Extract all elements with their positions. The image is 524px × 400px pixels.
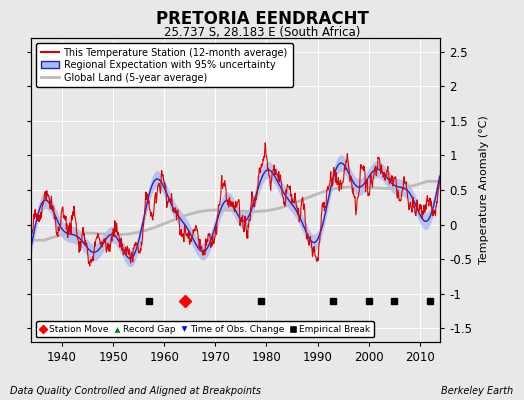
Text: 25.737 S, 28.183 E (South Africa): 25.737 S, 28.183 E (South Africa) bbox=[164, 26, 360, 39]
Text: Data Quality Controlled and Aligned at Breakpoints: Data Quality Controlled and Aligned at B… bbox=[10, 386, 261, 396]
Text: PRETORIA EENDRACHT: PRETORIA EENDRACHT bbox=[156, 10, 368, 28]
Y-axis label: Temperature Anomaly (°C): Temperature Anomaly (°C) bbox=[479, 116, 489, 264]
Legend: Station Move, Record Gap, Time of Obs. Change, Empirical Break: Station Move, Record Gap, Time of Obs. C… bbox=[36, 321, 374, 338]
Text: Berkeley Earth: Berkeley Earth bbox=[441, 386, 514, 396]
